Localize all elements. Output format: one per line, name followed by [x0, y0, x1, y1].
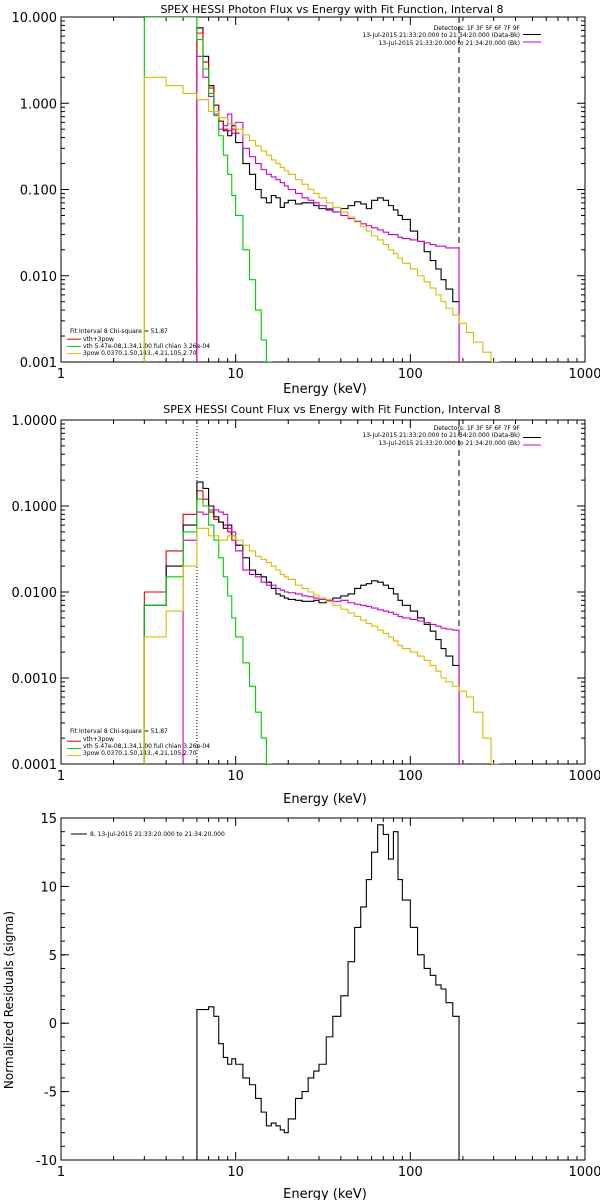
y-tick-label: 0 [49, 1017, 57, 1032]
x-tick-label: 1000 [568, 367, 600, 382]
x-tick-label: 1000 [568, 1165, 600, 1180]
legend-top-right-line: 13-Jul-2015 21:33:20.000 to 21:34:20.000… [379, 440, 520, 447]
y-axis-label: Normalized Residuals (sigma) [2, 911, 16, 1089]
y-tick-label: 15 [40, 812, 57, 827]
x-tick-label: 100 [398, 367, 423, 382]
y-tick-label: 0.001 [20, 356, 57, 371]
legend-bottom-left-line: vth+3pow [83, 336, 114, 343]
series-line [143, 527, 500, 764]
plot-frame [60, 419, 586, 765]
x-tick-label: 1 [57, 769, 65, 784]
x-tick-label: 10 [227, 1165, 244, 1180]
series-line [143, 76, 500, 362]
x-axis-label: Energy (keV) [283, 382, 367, 397]
y-tick-label: 1.0000 [12, 414, 58, 429]
series-line [143, 498, 272, 764]
y-tick-label: 10.000 [12, 11, 58, 26]
series-group [196, 824, 466, 1160]
x-tick-label: 1 [57, 1165, 65, 1180]
legend-bottom-left-line: Fit Interval 8 Chi-square = 51.87 [70, 328, 168, 335]
y-tick-label: 0.0001 [12, 758, 58, 773]
count-flux-panel: SPEX HESSI Count Flux vs Energy with Fit… [12, 403, 600, 807]
series-line [196, 32, 240, 362]
legend-top-right-line: Detectors: 1F 3F 5F 6F 7F 9F [434, 25, 521, 32]
legend-top-right-line: 13-Jul-2015 21:33:20.000 to 21:34:20.000… [362, 432, 520, 439]
y-tick-label: 0.0100 [12, 586, 58, 601]
y-tick-label: -10 [36, 1154, 57, 1169]
series-line [182, 509, 466, 764]
series-group [143, 17, 500, 362]
residuals-panel: Energy (keV) Normalized Residuals (sigma… [2, 812, 600, 1200]
x-axis-label: Energy (keV) [283, 1187, 367, 1200]
legend-top-right-line: Detectors: 1F 3F 5F 6F 7F 9F [434, 425, 521, 432]
x-tick-label: 100 [398, 769, 423, 784]
legend-bottom-left-line: 3pow 0.0370,1.50,143.,4.21,105,2.70 [83, 350, 197, 357]
y-tick-label: 5 [49, 949, 57, 964]
series-line [143, 17, 272, 362]
y-tick-label: 0.0010 [12, 672, 58, 687]
y-tick-label: -5 [44, 1086, 57, 1101]
legend-top-right-line: 13-Jul-2015 21:33:20.000 to 21:34:20.000… [379, 40, 520, 47]
plot-frame [60, 817, 586, 1161]
series-group [143, 481, 500, 764]
chart-title: SPEX HESSI Count Flux vs Energy with Fit… [163, 403, 500, 416]
legend-bottom-left-line: 3pow 0.0370,1.50,143.,4.21,105,2.70 [83, 750, 197, 757]
y-tick-label: 0.1000 [12, 500, 58, 515]
series-line [196, 27, 466, 362]
plot-frame [60, 16, 586, 363]
photon-flux-panel: SPEX HESSI Photon Flux vs Energy with Fi… [12, 3, 600, 397]
x-tick-label: 1000 [568, 769, 600, 784]
legend-bottom-left-line: vth 5.47e-08,1.34,1.00 full chian 3.26e-… [83, 743, 210, 750]
x-axis-label: Energy (keV) [283, 792, 367, 807]
legend-bottom-left-line: vth+3pow [83, 736, 114, 743]
legend-label: 8, 13-Jul-2015 21:33:20.000 to 21:34:20.… [90, 831, 225, 838]
y-tick-label: 10 [40, 880, 57, 895]
series-line [196, 55, 466, 362]
x-tick-label: 10 [227, 367, 244, 382]
x-tick-label: 1 [57, 367, 65, 382]
y-tick-label: 0.100 [20, 184, 57, 199]
y-tick-label: 1.000 [20, 97, 57, 112]
x-tick-label: 10 [227, 769, 244, 784]
x-tick-label: 100 [398, 1165, 423, 1180]
y-tick-label: 0.010 [20, 270, 57, 285]
legend-top-right-line: 13-Jul-2015 21:33:20.000 to 21:34:20.000… [362, 32, 520, 39]
chart-title: SPEX HESSI Photon Flux vs Energy with Fi… [160, 3, 503, 16]
legend-bottom-left-line: Fit Interval 8 Chi-square = 51.87 [70, 728, 168, 735]
series-line [143, 481, 466, 764]
series-line [196, 824, 466, 1160]
legend-bottom-left-line: vth 5.47e-08,1.34,1.00 full chian 3.26e-… [83, 343, 210, 350]
